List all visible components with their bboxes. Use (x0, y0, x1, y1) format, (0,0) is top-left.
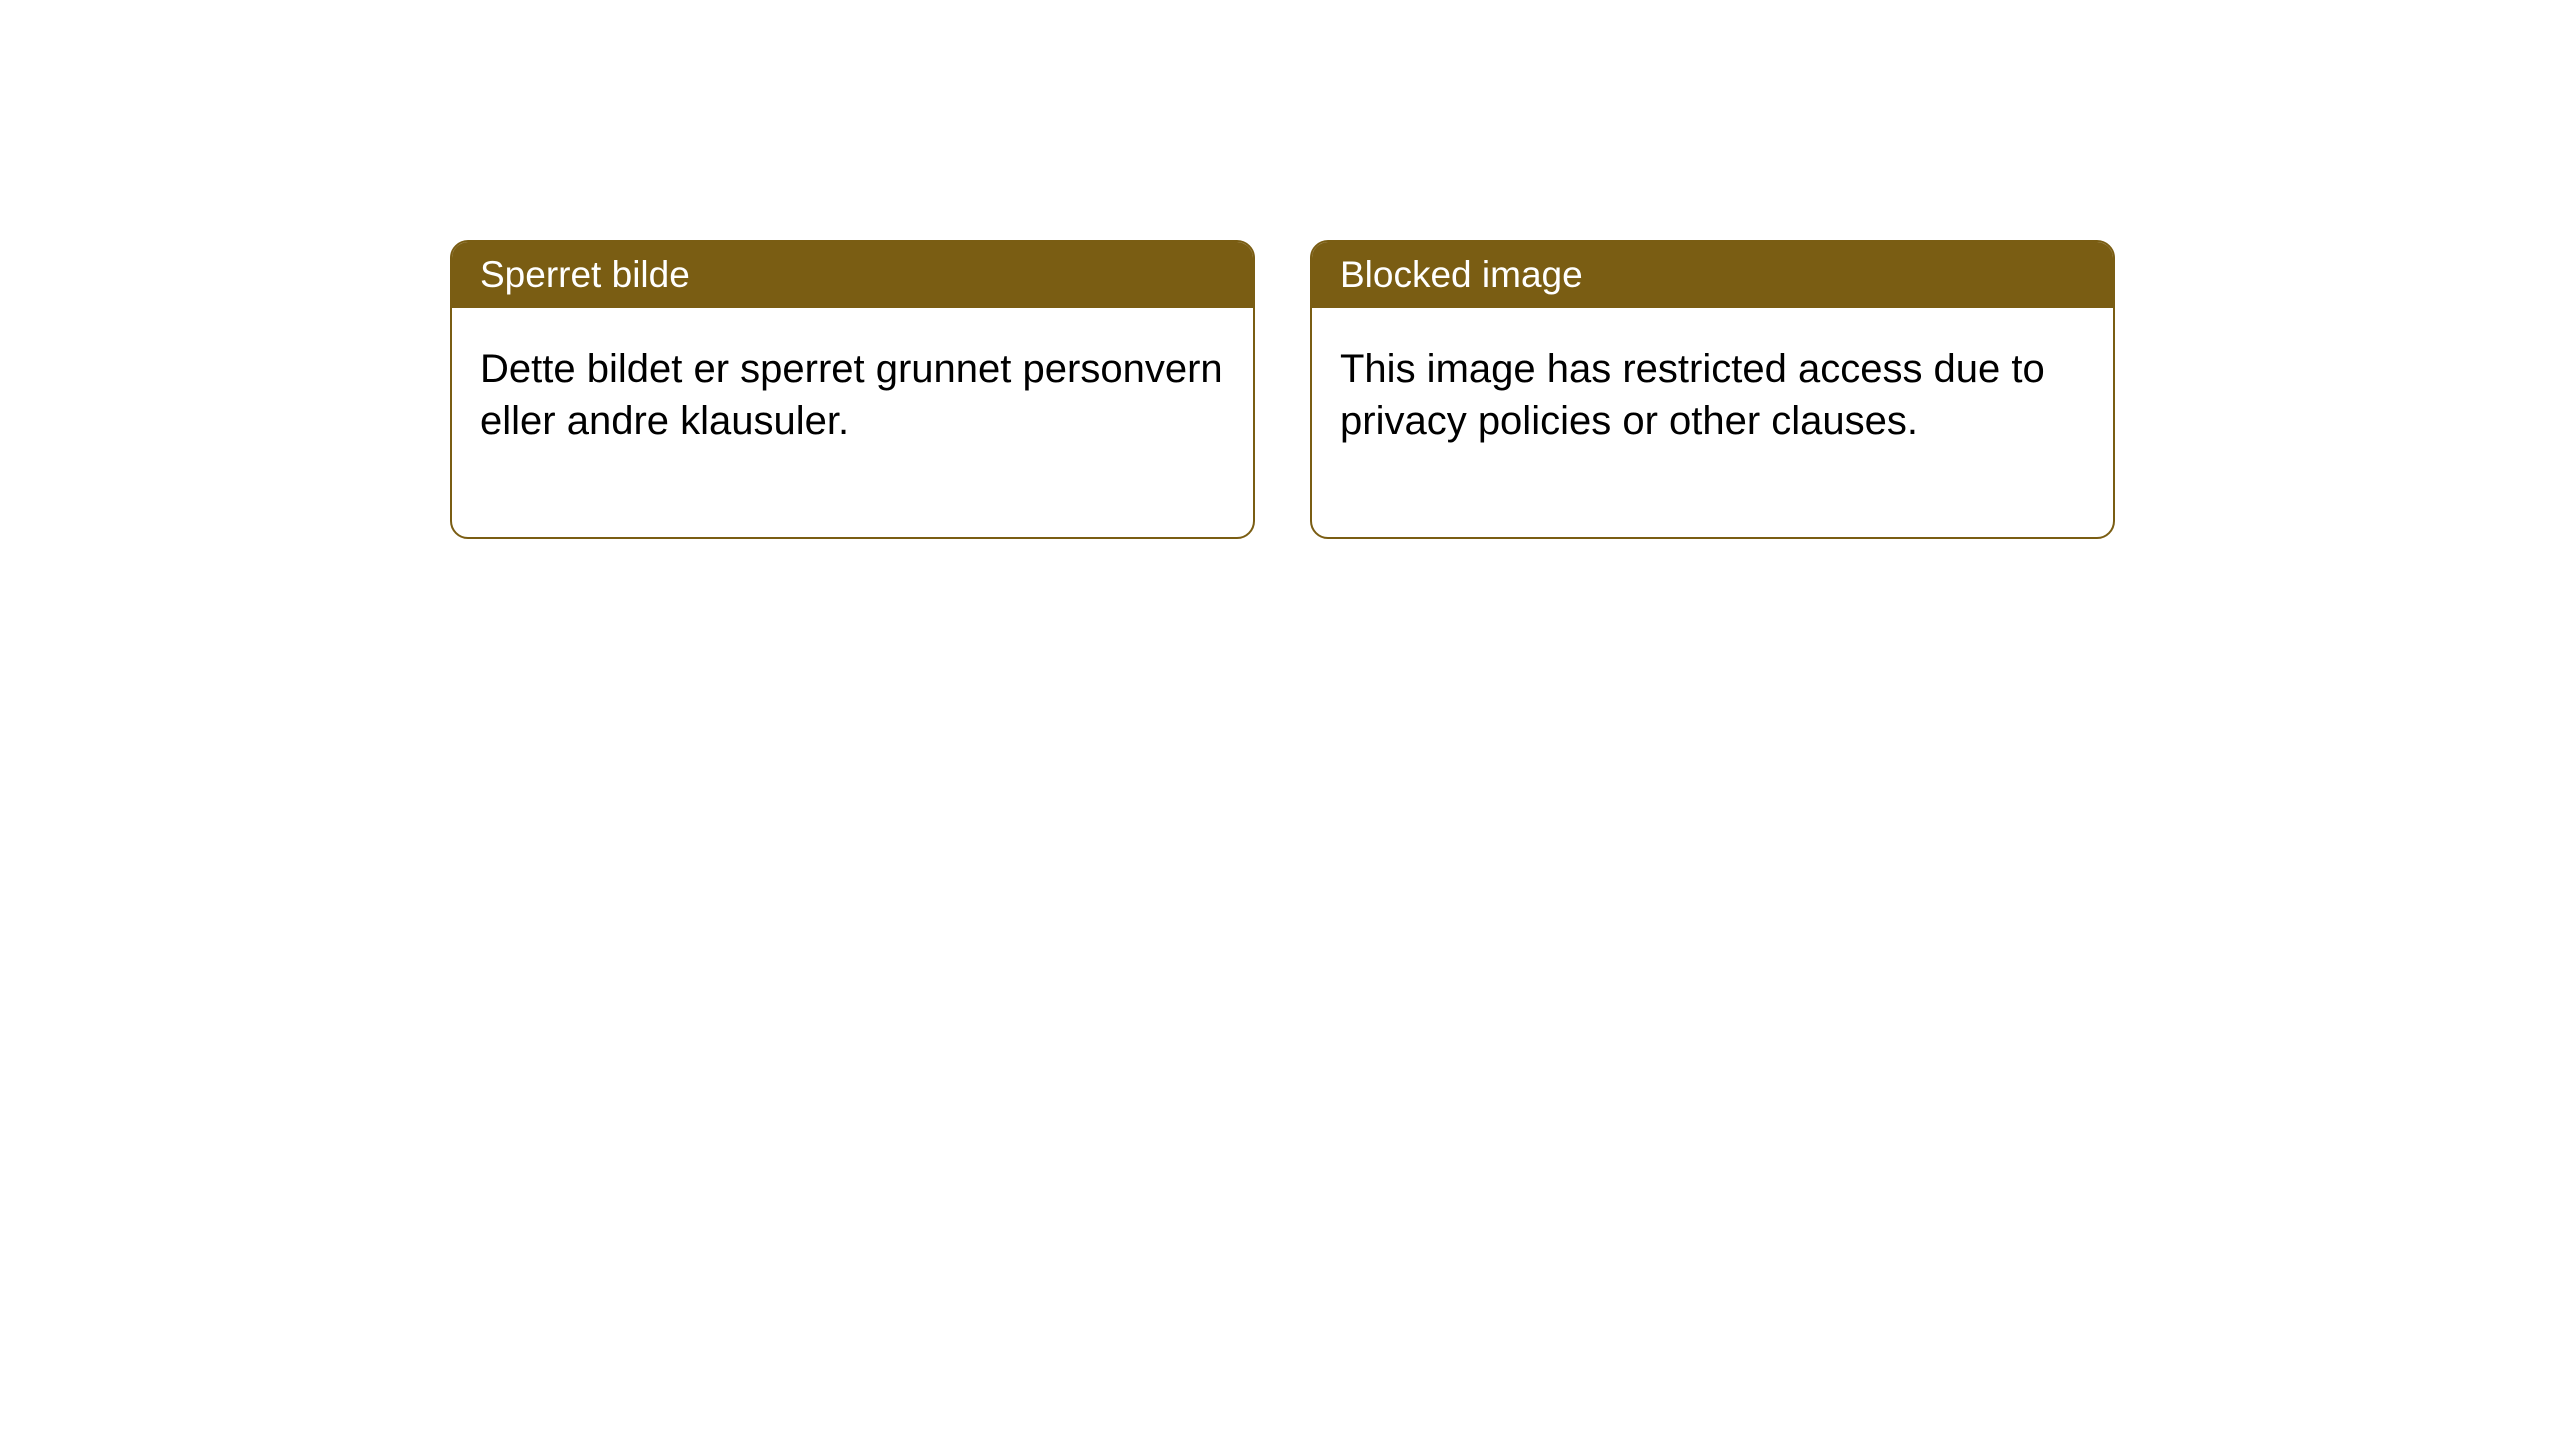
card-body: This image has restricted access due to … (1312, 308, 2113, 537)
blocked-image-card-en: Blocked image This image has restricted … (1310, 240, 2115, 539)
card-header: Sperret bilde (452, 242, 1253, 308)
card-body: Dette bildet er sperret grunnet personve… (452, 308, 1253, 537)
card-header: Blocked image (1312, 242, 2113, 308)
blocked-image-card-no: Sperret bilde Dette bildet er sperret gr… (450, 240, 1255, 539)
cards-container: Sperret bilde Dette bildet er sperret gr… (0, 0, 2560, 539)
